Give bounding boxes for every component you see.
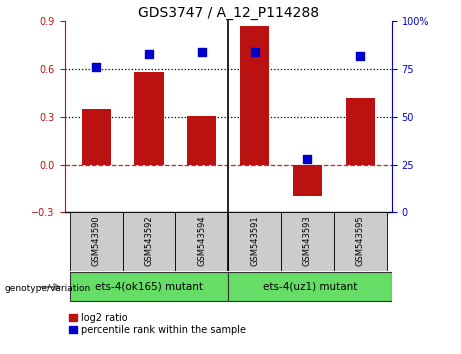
Text: genotype/variation: genotype/variation (5, 284, 91, 293)
Point (356, 53, 364, 58)
Bar (135, 72, 164, 165)
Text: GSM543592: GSM543592 (144, 215, 154, 266)
Bar (228, 212, 281, 271)
Text: GSM543594: GSM543594 (197, 215, 207, 266)
Bar (187, 116, 216, 165)
Text: ets-4(uz1) mutant: ets-4(uz1) mutant (263, 282, 357, 292)
Bar (70, 212, 123, 271)
Bar (82, 109, 111, 165)
Bar (240, 26, 269, 165)
Text: ets-4(ok165) mutant: ets-4(ok165) mutant (95, 282, 203, 292)
Legend: log2 ratio, percentile rank within the sample: log2 ratio, percentile rank within the s… (70, 313, 246, 335)
Bar (175, 212, 228, 271)
Bar (293, 165, 322, 196)
Bar (228, 273, 392, 301)
Text: GSM543595: GSM543595 (356, 215, 365, 266)
Bar (281, 212, 334, 271)
Point (198, 49, 206, 55)
Bar (334, 212, 387, 271)
Bar (70, 273, 228, 301)
Title: GDS3747 / A_12_P114288: GDS3747 / A_12_P114288 (138, 6, 319, 20)
Point (145, 51, 153, 57)
Point (251, 49, 258, 55)
Text: GSM543593: GSM543593 (303, 215, 312, 266)
Text: GSM543591: GSM543591 (250, 215, 259, 266)
Point (304, 156, 311, 162)
Text: GSM543590: GSM543590 (92, 215, 100, 266)
Bar (346, 98, 375, 165)
Point (93, 64, 100, 70)
Bar (123, 212, 175, 271)
